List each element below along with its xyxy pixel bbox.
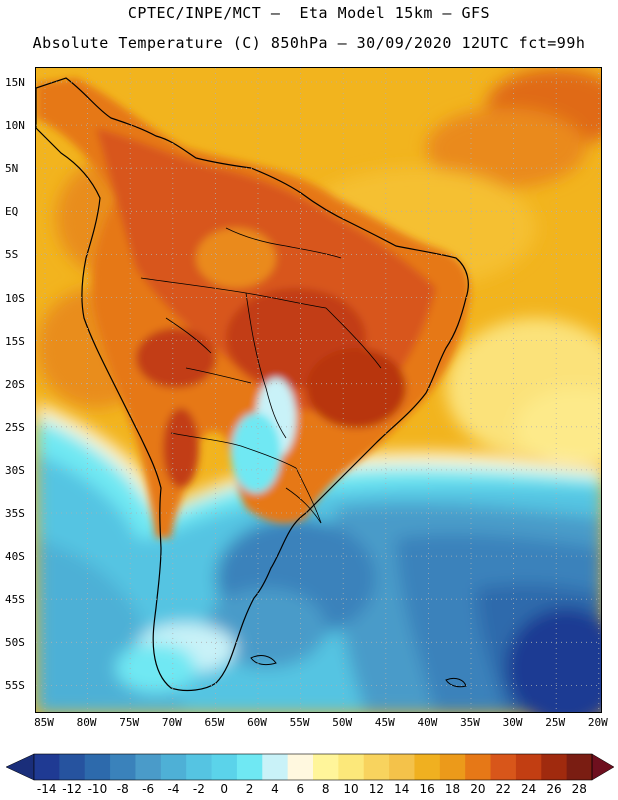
legend-label: 14 <box>394 782 410 796</box>
coastline <box>36 77 469 692</box>
legend-over-arrow <box>591 753 615 781</box>
legend-label: 6 <box>296 782 305 796</box>
legend-label: -6 <box>142 782 155 796</box>
legend-swatch <box>338 754 365 780</box>
legend-swatch <box>566 754 593 780</box>
legend-swatch <box>439 754 466 780</box>
legend-swatch <box>541 754 568 780</box>
lon-label: 50W <box>332 716 353 729</box>
legend-swatch <box>287 754 314 780</box>
color-legend <box>5 753 615 781</box>
legend-label: -4 <box>167 782 180 796</box>
legend-swatch <box>59 754 86 780</box>
lon-label: 85W <box>34 716 54 729</box>
legend-swatch <box>110 754 136 780</box>
map-subtitle: Absolute Temperature (C) 850hPa – 30/09/… <box>32 34 586 52</box>
lon-label: 40W <box>417 716 438 729</box>
lat-label: 45S <box>5 593 25 607</box>
legend-swatch <box>160 754 187 780</box>
lat-label: 10S <box>5 291 25 305</box>
legend-label: 24 <box>520 782 537 796</box>
legend-label: -8 <box>116 782 129 796</box>
lon-label: 60W <box>247 716 267 729</box>
lon-label: 25W <box>545 716 566 729</box>
lon-label: 75W <box>119 716 140 729</box>
legend-swatch <box>465 754 492 780</box>
legend-swatch <box>186 754 213 780</box>
map-title: CPTEC/INPE/MCT – Eta Model 15km – GFS <box>127 4 491 22</box>
legend-swatch <box>313 754 339 780</box>
legend-label: -12 <box>62 782 82 796</box>
legend-swatch <box>84 754 111 780</box>
legend-label: 0 <box>220 782 229 796</box>
lon-label: 55W <box>289 716 310 729</box>
legend-swatch <box>363 754 390 780</box>
legend-swatch <box>262 754 289 780</box>
legend-label: 2 <box>245 782 254 796</box>
lat-label: 25S <box>5 420 25 434</box>
legend-swatch <box>236 754 263 780</box>
legend-label: 4 <box>271 782 279 796</box>
lon-label: 30W <box>502 716 523 729</box>
lon-label: 45W <box>374 716 395 729</box>
legend-swatch <box>490 754 517 780</box>
legend-label: -14 <box>36 782 57 796</box>
legend-swatch <box>34 754 60 780</box>
cold-region <box>36 403 601 712</box>
legend-label: 26 <box>546 782 562 796</box>
legend-label: 16 <box>419 782 435 796</box>
lat-label: 30S <box>5 463 25 477</box>
lat-label: 55S <box>5 679 25 693</box>
lat-label: 5N <box>5 162 19 176</box>
lon-label: 20W <box>587 716 608 729</box>
temperature-map <box>35 67 602 713</box>
lat-label: 20S <box>5 377 25 391</box>
legend-swatch <box>515 754 542 780</box>
legend-label: 28 <box>571 782 587 796</box>
lon-label: 70W <box>161 716 182 729</box>
legend-label: 8 <box>321 782 330 796</box>
legend-label: 12 <box>368 782 385 796</box>
legend-border <box>33 753 593 781</box>
lat-label: 40S <box>5 550 25 564</box>
islands <box>250 655 467 688</box>
lat-label: 15S <box>5 334 25 348</box>
legend-label: 18 <box>444 782 461 796</box>
lat-label: 15N <box>5 76 25 89</box>
legend-under-arrow <box>5 753 35 781</box>
lat-label: 10N <box>5 119 25 133</box>
lon-label: 80W <box>76 716 97 729</box>
lat-label: 5S <box>5 248 19 262</box>
lat-label: EQ <box>5 205 19 219</box>
legend-swatch <box>135 754 162 780</box>
lon-label: 35W <box>460 716 480 729</box>
legend-swatch <box>389 754 415 780</box>
legend-label: 10 <box>343 782 359 796</box>
legend-label: -2 <box>192 782 205 796</box>
legend-label: 22 <box>495 782 511 796</box>
lat-label: 35S <box>5 507 25 520</box>
lon-label: 65W <box>204 716 225 729</box>
legend-label: 20 <box>470 782 486 796</box>
legend-label: -10 <box>87 782 108 796</box>
legend-swatch <box>211 754 238 780</box>
legend-swatch <box>414 754 441 780</box>
lat-label: 50S <box>5 636 25 650</box>
